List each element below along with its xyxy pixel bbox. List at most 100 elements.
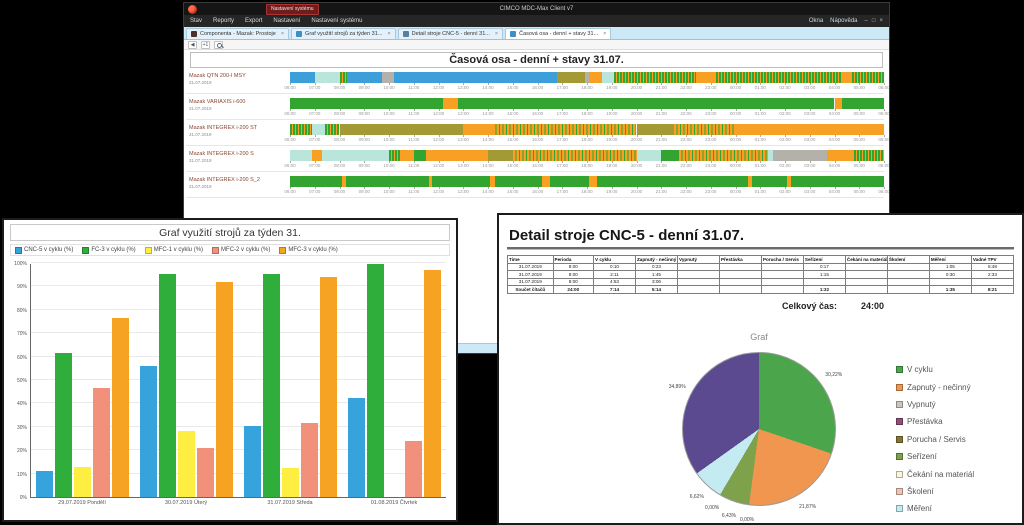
tick-label: 01:00: [754, 189, 766, 194]
tick-label: 00:00: [729, 163, 742, 168]
tick-label: 04:00: [828, 163, 841, 168]
gridline: [31, 472, 446, 474]
timeline-segment: [589, 72, 602, 83]
tick-mark: [587, 109, 588, 111]
machine-date: 31.07.2019: [189, 132, 212, 137]
tick-mark: [661, 83, 663, 85]
table-cell: 31.07.2019: [507, 277, 554, 286]
tick-label: 22:00: [680, 163, 692, 168]
timeline-track[interactable]: 06:00 07:00 08:00 09:00 10:00 11:00 12:00 13:00…: [284, 98, 889, 117]
timeline-segment: [458, 98, 835, 109]
pie-legend-item: Vadné TPV: [896, 518, 974, 523]
tab-close-icon[interactable]: ×: [494, 31, 499, 37]
tick-label: 11:00: [408, 163, 420, 168]
tick-mark: [611, 83, 613, 85]
table-cell: 0:17: [802, 262, 846, 271]
legend-swatch: [212, 246, 220, 254]
timeline-segment: [492, 124, 637, 135]
tick-label: 17:00: [556, 85, 568, 90]
machine-date: 31.07.2019: [189, 158, 212, 163]
tick-label: 21:00: [655, 163, 667, 168]
tick-mark: [710, 83, 712, 85]
timeline-segment: [401, 150, 414, 161]
tick-label: 19:00: [606, 111, 618, 116]
menu-item-nápověda[interactable]: Nápověda: [830, 18, 858, 24]
table-cell: [928, 277, 972, 286]
gridline: [31, 285, 446, 287]
nav-back-icon[interactable]: ◀: [188, 40, 197, 49]
column-header: Přestávka: [718, 255, 762, 264]
table-cell: 8:21: [970, 285, 1015, 294]
menu-item-export[interactable]: Export: [245, 18, 263, 24]
tab-close-icon[interactable]: ×: [387, 31, 391, 37]
table-cell: 4:53: [593, 277, 636, 286]
search-icon[interactable]: [214, 40, 223, 49]
legend-swatch: [15, 246, 22, 254]
tick-mark: [413, 161, 415, 163]
tab-2[interactable]: Graf využití strojů za týden 31... ×: [291, 28, 396, 39]
menu-item-nastavení-systému[interactable]: Nastavení systému: [311, 18, 363, 24]
tick-label: 04:00: [828, 137, 841, 142]
tick-mark: [537, 161, 539, 163]
menu-item-nastavení[interactable]: Nastavení: [273, 18, 301, 24]
tab-1[interactable]: Componenta - Mazak: Prostoje ×: [186, 28, 290, 39]
close-icon[interactable]: ×: [879, 18, 883, 24]
column-header: Perioda: [552, 255, 595, 264]
menu-item-reporty[interactable]: Reporty: [213, 18, 235, 24]
machine-date: 31.07.2019: [189, 106, 212, 111]
tab-4[interactable]: Časová osa - denní + stavy 31... ×: [505, 28, 612, 39]
timeline-segment: [413, 150, 427, 161]
tick-label: 08:00: [333, 85, 346, 90]
tick-label: 10:00: [383, 111, 395, 116]
tick-label: 19:00: [606, 163, 618, 168]
timeline-track[interactable]: 06:00 07:00 08:00 09:00 10:00 11:00 12:00 13:00…: [284, 124, 889, 143]
tick-label: 15:00: [507, 189, 519, 194]
tick-mark: [611, 161, 613, 163]
tick-label: 04:00: [828, 111, 841, 116]
tick-mark: [512, 83, 514, 85]
tab-3[interactable]: Detail stroje CNC-5 - denní 31... ×: [397, 28, 504, 39]
tab-close-icon[interactable]: ×: [603, 31, 607, 37]
tick-mark: [413, 109, 415, 111]
titlebar-highlight-button[interactable]: Nastavení systému: [266, 4, 319, 15]
timeline-segment: [339, 72, 347, 83]
zoom-step-icon[interactable]: +1: [201, 40, 210, 49]
bar-mfc-3: [319, 277, 337, 497]
tick-label: 13:00: [457, 163, 469, 168]
tab-close-icon[interactable]: ×: [280, 31, 285, 37]
minimize-icon[interactable]: –: [864, 18, 868, 24]
y-tick-label: 100%: [14, 261, 27, 267]
table-cell: 7:14: [593, 285, 636, 294]
gridline: [31, 308, 446, 310]
timeline-row: Mazak INTEGREX i-200 S 31.07.2019 06:00 07:…: [186, 150, 889, 172]
tick-label: 22:00: [680, 85, 692, 90]
legend-swatch: [279, 246, 287, 254]
tick-mark: [859, 135, 861, 137]
menu-item-okna[interactable]: Okna: [808, 18, 824, 24]
tick-label: 23:00: [705, 163, 717, 168]
maximize-icon[interactable]: □: [871, 18, 876, 24]
tick-label: 02:00: [779, 163, 791, 168]
timeline-segment: [314, 72, 340, 83]
tick-mark: [389, 161, 390, 163]
timeline-track[interactable]: 06:00 07:00 08:00 09:00 10:00 11:00 12:00 13:00…: [284, 150, 889, 169]
machine-name: Mazak INTEGREX i-200 S: [189, 151, 254, 157]
tick-mark: [438, 83, 440, 85]
menu-item-stav[interactable]: Stav: [190, 18, 203, 24]
tick-label: 12:00: [432, 111, 445, 116]
tick-mark: [438, 161, 440, 163]
x-tick-label: 01.08.2019 Čtvrtek: [370, 500, 418, 506]
timeline-track[interactable]: 06:00 07:00 08:00 09:00 10:00 11:00 12:00 13:00…: [284, 176, 889, 195]
tick-label: 17:00: [556, 111, 568, 116]
tick-mark: [636, 187, 638, 189]
tick-label: 17:00: [556, 163, 568, 168]
timeline-segment: [428, 176, 433, 187]
pie-legend-label: Vypnutý: [907, 399, 936, 409]
bar-mfc-1: [178, 431, 196, 497]
tick-mark: [760, 161, 762, 163]
machine-label: Mazak INTEGREX i-200 S_2 31.07.2019: [186, 176, 290, 195]
timeline-track[interactable]: 06:00 07:00 08:00 09:00 10:00 11:00 12:00 13:00…: [284, 72, 889, 91]
tick-label: 08:00: [333, 111, 346, 116]
pie-legend-swatch: [896, 435, 903, 443]
tick-label: 12:00: [432, 189, 445, 194]
